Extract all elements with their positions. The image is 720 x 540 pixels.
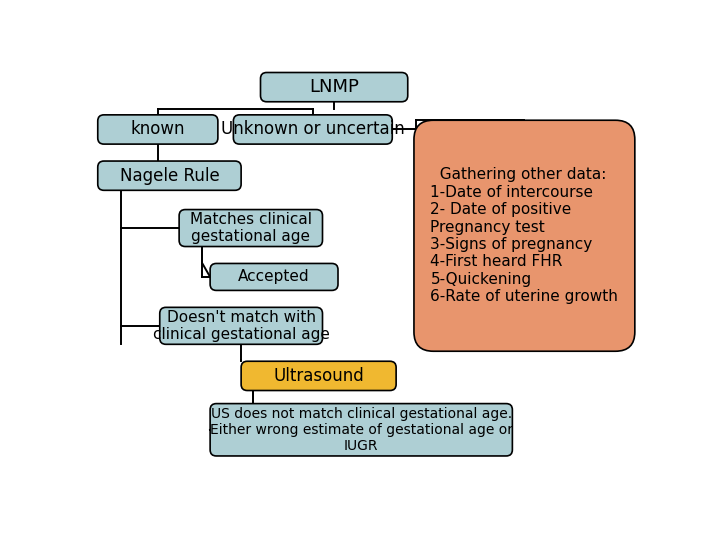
Text: known: known — [130, 120, 185, 138]
FancyBboxPatch shape — [210, 264, 338, 291]
FancyBboxPatch shape — [210, 403, 513, 456]
Text: Gathering other data:
1-Date of intercourse
2- Date of positive
Pregnancy test
3: Gathering other data: 1-Date of intercou… — [431, 167, 618, 304]
FancyBboxPatch shape — [98, 115, 218, 144]
FancyBboxPatch shape — [241, 361, 396, 390]
FancyBboxPatch shape — [179, 210, 323, 247]
Text: Unknown or uncertain: Unknown or uncertain — [221, 120, 405, 138]
Text: US does not match clinical gestational age.
Either wrong estimate of gestational: US does not match clinical gestational a… — [210, 407, 513, 453]
Text: Doesn't match with
clinical gestational age: Doesn't match with clinical gestational … — [153, 309, 330, 342]
FancyBboxPatch shape — [98, 161, 241, 190]
Text: LNMP: LNMP — [309, 78, 359, 96]
FancyBboxPatch shape — [233, 115, 392, 144]
Text: Nagele Rule: Nagele Rule — [120, 167, 220, 185]
FancyBboxPatch shape — [261, 72, 408, 102]
Text: Ultrasound: Ultrasound — [274, 367, 364, 385]
Text: Matches clinical
gestational age: Matches clinical gestational age — [190, 212, 312, 244]
FancyBboxPatch shape — [160, 307, 323, 345]
FancyBboxPatch shape — [414, 120, 635, 351]
Text: Accepted: Accepted — [238, 269, 310, 285]
